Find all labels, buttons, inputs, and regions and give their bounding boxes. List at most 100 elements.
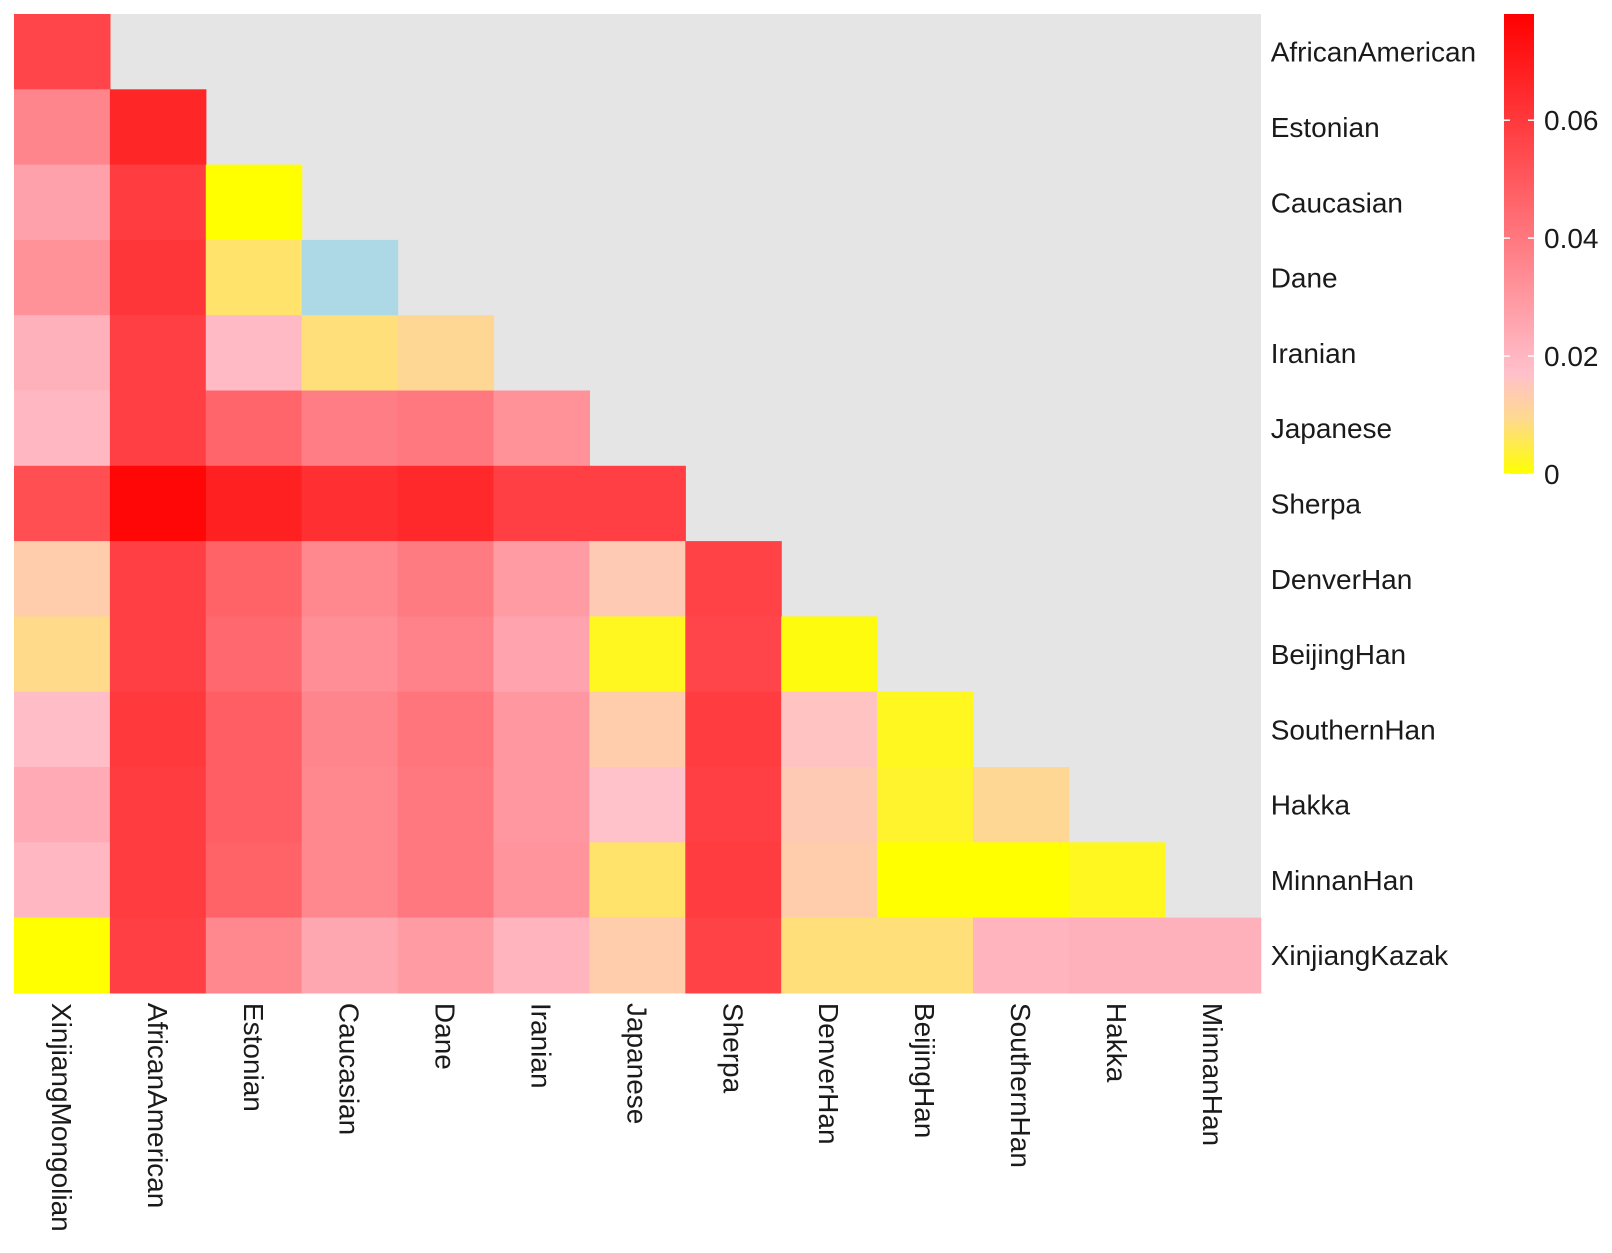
cell-southern-han-estonian bbox=[205, 691, 303, 768]
cell-dane-xinjiang-mongolian bbox=[14, 239, 111, 316]
cell-dane-african-american bbox=[109, 239, 207, 316]
cell-southern-han-xinjiang-mongolian bbox=[14, 691, 111, 768]
cell-hakka-beijing-han bbox=[877, 767, 974, 843]
cell-caucasian-xinjiang-mongolian bbox=[14, 164, 111, 241]
row-label-japanese: Japanese bbox=[1271, 413, 1392, 444]
cell-southern-han-denver-han bbox=[781, 691, 878, 768]
row-label-iranian: Iranian bbox=[1271, 338, 1357, 369]
cell-sherpa-iranian bbox=[493, 465, 590, 542]
cell-hakka-denver-han bbox=[781, 767, 878, 843]
cell-minnan-han-dane bbox=[397, 842, 495, 919]
cell-hakka-iranian bbox=[493, 767, 590, 843]
cell-sherpa-caucasian bbox=[301, 465, 399, 542]
cell-xinjiang-kazak-xinjiang-mongolian bbox=[14, 917, 111, 994]
cell-xinjiang-kazak-caucasian bbox=[301, 917, 399, 994]
cell-southern-han-dane bbox=[397, 691, 495, 768]
cell-iranian-african-american bbox=[109, 315, 207, 392]
row-label-caucasian: Caucasian bbox=[1271, 187, 1403, 218]
cell-hakka-caucasian bbox=[301, 767, 399, 843]
legend-colorbar bbox=[1504, 14, 1534, 474]
cell-sherpa-xinjiang-mongolian bbox=[14, 465, 111, 542]
cell-minnan-han-sherpa bbox=[685, 842, 782, 919]
cell-hakka-dane bbox=[397, 767, 495, 843]
column-label-african-american: AfricanAmerican bbox=[142, 1003, 173, 1208]
cell-beijing-han-african-american bbox=[109, 616, 207, 693]
cell-beijing-han-japanese bbox=[589, 616, 686, 693]
cell-minnan-han-african-american bbox=[109, 842, 207, 919]
cell-iranian-caucasian bbox=[301, 315, 399, 392]
cell-beijing-han-iranian bbox=[493, 616, 590, 693]
cell-southern-han-sherpa bbox=[685, 691, 782, 768]
cell-minnan-han-iranian bbox=[493, 842, 590, 919]
cell-japanese-caucasian bbox=[301, 390, 399, 467]
cell-xinjiang-kazak-minnan-han bbox=[1164, 917, 1262, 994]
cell-xinjiang-kazak-beijing-han bbox=[877, 917, 974, 994]
column-label-southern-han: SouthernHan bbox=[1005, 1003, 1036, 1168]
cell-hakka-xinjiang-mongolian bbox=[14, 767, 111, 843]
cell-minnan-han-japanese bbox=[589, 842, 686, 919]
cell-southern-han-japanese bbox=[589, 691, 686, 768]
column-label-xinjiang-mongolian: XinjiangMongolian bbox=[46, 1003, 77, 1232]
cell-japanese-iranian bbox=[493, 390, 590, 467]
cell-hakka-southern-han bbox=[973, 767, 1070, 843]
row-label-dane: Dane bbox=[1271, 263, 1338, 294]
cell-hakka-japanese bbox=[589, 767, 686, 843]
column-label-sherpa: Sherpa bbox=[717, 1003, 748, 1094]
cell-dane-caucasian bbox=[301, 239, 399, 316]
legend-tick-label: 0.06 bbox=[1544, 105, 1599, 136]
cell-xinjiang-kazak-sherpa bbox=[685, 917, 782, 994]
cell-estonian-xinjiang-mongolian bbox=[14, 89, 111, 166]
cell-sherpa-dane bbox=[397, 465, 495, 542]
cell-minnan-han-beijing-han bbox=[877, 842, 974, 919]
cell-xinjiang-kazak-iranian bbox=[493, 917, 590, 994]
column-label-dane: Dane bbox=[430, 1003, 461, 1070]
column-labels: XinjiangMongolian AfricanAmerican Estonian… bbox=[46, 1003, 1228, 1232]
column-label-caucasian: Caucasian bbox=[334, 1003, 365, 1135]
cell-beijing-han-caucasian bbox=[301, 616, 399, 693]
color-legend: 0.06 0.04 0.02 0 bbox=[1504, 14, 1599, 490]
cell-minnan-han-hakka bbox=[1068, 842, 1166, 919]
row-label-beijing-han: BeijingHan bbox=[1271, 639, 1406, 670]
legend-tick-label: 0.04 bbox=[1544, 223, 1599, 254]
cell-caucasian-estonian bbox=[205, 164, 303, 241]
cell-beijing-han-denver-han bbox=[781, 616, 878, 693]
legend-tick-label: 0 bbox=[1544, 459, 1560, 490]
row-label-minnan-han: MinnanHan bbox=[1271, 865, 1414, 896]
row-label-hakka: Hakka bbox=[1271, 790, 1351, 821]
cell-iranian-xinjiang-mongolian bbox=[14, 315, 111, 392]
heatmap-cells bbox=[14, 14, 1262, 994]
cell-minnan-han-xinjiang-mongolian bbox=[14, 842, 111, 919]
cell-caucasian-african-american bbox=[109, 164, 207, 241]
column-label-hakka: Hakka bbox=[1101, 1003, 1132, 1083]
cell-denver-han-xinjiang-mongolian bbox=[14, 541, 111, 617]
column-label-japanese: Japanese bbox=[621, 1003, 652, 1124]
row-label-sherpa: Sherpa bbox=[1271, 488, 1362, 519]
cell-dane-estonian bbox=[205, 239, 303, 316]
cell-hakka-sherpa bbox=[685, 767, 782, 843]
cell-japanese-estonian bbox=[205, 390, 303, 467]
column-label-estonian: Estonian bbox=[238, 1003, 269, 1112]
row-label-xinjiang-kazak: XinjiangKazak bbox=[1271, 940, 1449, 971]
cell-minnan-han-estonian bbox=[205, 842, 303, 919]
column-label-minnan-han: MinnanHan bbox=[1197, 1003, 1228, 1146]
cell-sherpa-japanese bbox=[589, 465, 686, 542]
cell-sherpa-estonian bbox=[205, 465, 303, 542]
cell-denver-han-caucasian bbox=[301, 541, 399, 617]
cell-beijing-han-estonian bbox=[205, 616, 303, 693]
cell-denver-han-dane bbox=[397, 541, 495, 617]
row-label-denver-han: DenverHan bbox=[1271, 564, 1413, 595]
cell-beijing-han-xinjiang-mongolian bbox=[14, 616, 111, 693]
cell-iranian-dane bbox=[397, 315, 495, 392]
cell-hakka-estonian bbox=[205, 767, 303, 843]
cell-beijing-han-dane bbox=[397, 616, 495, 693]
cell-estonian-african-american bbox=[109, 89, 207, 166]
cell-sherpa-african-american bbox=[109, 465, 207, 542]
cell-hakka-african-american bbox=[109, 767, 207, 843]
cell-southern-han-caucasian bbox=[301, 691, 399, 768]
cell-denver-han-estonian bbox=[205, 541, 303, 617]
cell-xinjiang-kazak-denver-han bbox=[781, 917, 878, 994]
legend-tick-label: 0.02 bbox=[1544, 341, 1599, 372]
cell-minnan-han-southern-han bbox=[973, 842, 1070, 919]
column-label-iranian: Iranian bbox=[526, 1003, 557, 1089]
